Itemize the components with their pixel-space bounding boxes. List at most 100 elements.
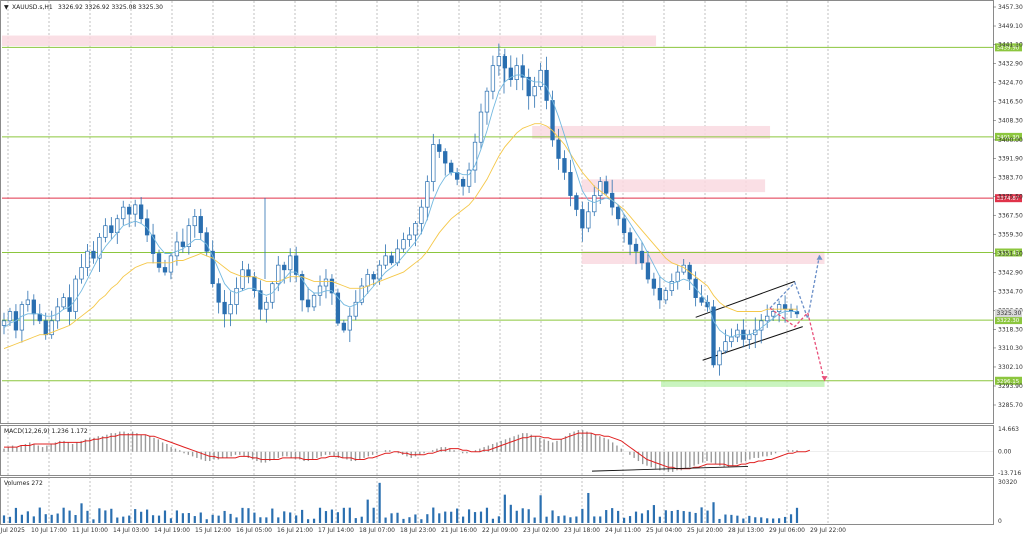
macd-indicator: 14.663 0.00 -13.716 [2, 426, 1021, 477]
candle-body [186, 225, 191, 247]
time-tick-label: 29 Jul 06:00 [769, 527, 805, 534]
price-tick-label: 3391.90 [998, 156, 1023, 163]
candle-body [234, 287, 239, 305]
candle-body [311, 294, 317, 308]
candle-body [79, 267, 84, 280]
candle-body [240, 269, 245, 289]
candle-body [431, 144, 436, 182]
candle-body [216, 283, 221, 303]
candle-body [97, 236, 102, 259]
time-tick-label: 28 Jul 13:00 [728, 527, 764, 534]
level-tag-label: 3296.15 [997, 379, 1020, 385]
candle-body [717, 350, 722, 366]
price-tick-label: 3318.30 [998, 326, 1023, 333]
price-tick-label: 3416.50 [998, 99, 1023, 106]
candle-body [520, 65, 525, 78]
level-tag-label: 3322.30 [997, 318, 1020, 324]
candle-body [514, 65, 519, 80]
candle-body [663, 290, 668, 301]
candle-body [538, 69, 543, 87]
candle-body [574, 195, 579, 210]
ma-slow-line [3, 123, 797, 350]
candle-body [502, 56, 507, 69]
candle-body [759, 320, 764, 331]
candle-body [478, 111, 484, 143]
candle-body [7, 311, 13, 322]
candle-body [61, 297, 66, 308]
candle-body [675, 271, 680, 282]
time-axis: 10 Jul 2025 10 Jul 17:00 11 Jul 10:00 14 Ju… [0, 527, 846, 534]
time-tick-label: 11 Jul 10:00 [72, 527, 108, 534]
candle-body [246, 269, 251, 278]
candle-body [699, 297, 704, 303]
candle-body [586, 211, 591, 229]
candle-body [341, 322, 347, 331]
candle-body [449, 162, 454, 173]
candle-body [323, 278, 329, 287]
candle-body [109, 225, 114, 234]
price-tick-label: 3400.00 [998, 137, 1023, 144]
macd-label: MACD(12,26,9) 1.236 1.172 [4, 428, 88, 435]
candle-body [556, 139, 561, 159]
candle-body [228, 304, 233, 315]
candle-body [454, 172, 460, 180]
candle-body [771, 311, 776, 317]
macd-tick-label: -13.716 [998, 470, 1021, 477]
candle-body [437, 144, 442, 152]
candle-body [282, 264, 287, 271]
level-tag [995, 316, 1022, 325]
projection-down-arrow [821, 376, 828, 382]
price-tick-label: 3441.10 [998, 42, 1023, 49]
ohlc-values: 3326.92 3326.92 3325.08 3325.30 [58, 4, 163, 11]
candle-body [401, 239, 406, 250]
candle-body [73, 278, 78, 312]
candle-body [91, 250, 96, 259]
time-tick-label: 16 Jul 21:00 [277, 527, 313, 534]
candle-body [580, 209, 585, 229]
price-tick-label: 3375.50 [998, 194, 1023, 201]
candle-body [729, 336, 734, 343]
candle-body [222, 301, 227, 315]
candle-body [466, 169, 472, 187]
level-tag [995, 132, 1022, 141]
pink-zone [532, 125, 771, 139]
menu-triangle-icon[interactable]: ▼ [4, 4, 9, 11]
level-tag-label: 3374.87 [997, 196, 1020, 202]
level-tag [995, 194, 1022, 203]
price-tick-label: 3334.70 [998, 288, 1023, 295]
price-tick-label: 3342.90 [998, 269, 1023, 276]
price-tick-label: 3310.30 [998, 345, 1023, 352]
candle-body [651, 278, 657, 289]
time-tick-label: 18 Jul 23:00 [400, 527, 436, 534]
level-tag [995, 248, 1022, 257]
candle-body [192, 216, 197, 227]
level-tag-label: 3351.45 [997, 251, 1020, 257]
price-tick-label: 3383.70 [998, 175, 1023, 182]
time-tick-label: 25 Jul 04:00 [646, 527, 682, 534]
current-price-tag [995, 309, 1022, 318]
horizontal-levels [2, 46, 993, 382]
candle-body [85, 250, 90, 268]
candle-body [174, 241, 180, 257]
candle-body [168, 255, 174, 273]
candle-body [562, 158, 567, 173]
candle-body [25, 299, 30, 305]
candle-body [294, 255, 299, 275]
time-tick-label: 18 Jul 07:00 [359, 527, 395, 534]
time-tick-label: 21 Jul 16:00 [441, 527, 477, 534]
price-tick-label: 3351.10 [998, 250, 1023, 257]
candle-body [568, 172, 573, 196]
candle-body [669, 281, 674, 292]
volume-indicator: 30320 0 [2, 479, 1017, 525]
candle-body [305, 299, 311, 308]
ma-fast-line [3, 74, 797, 338]
candle-body [407, 234, 412, 240]
candle-body [1, 320, 7, 326]
price-tick-label: 3408.30 [998, 118, 1023, 125]
candle-body [532, 86, 537, 97]
candle-body [198, 216, 203, 234]
candle-body [747, 334, 752, 340]
candle-body [49, 320, 54, 336]
candle-body [443, 151, 448, 164]
